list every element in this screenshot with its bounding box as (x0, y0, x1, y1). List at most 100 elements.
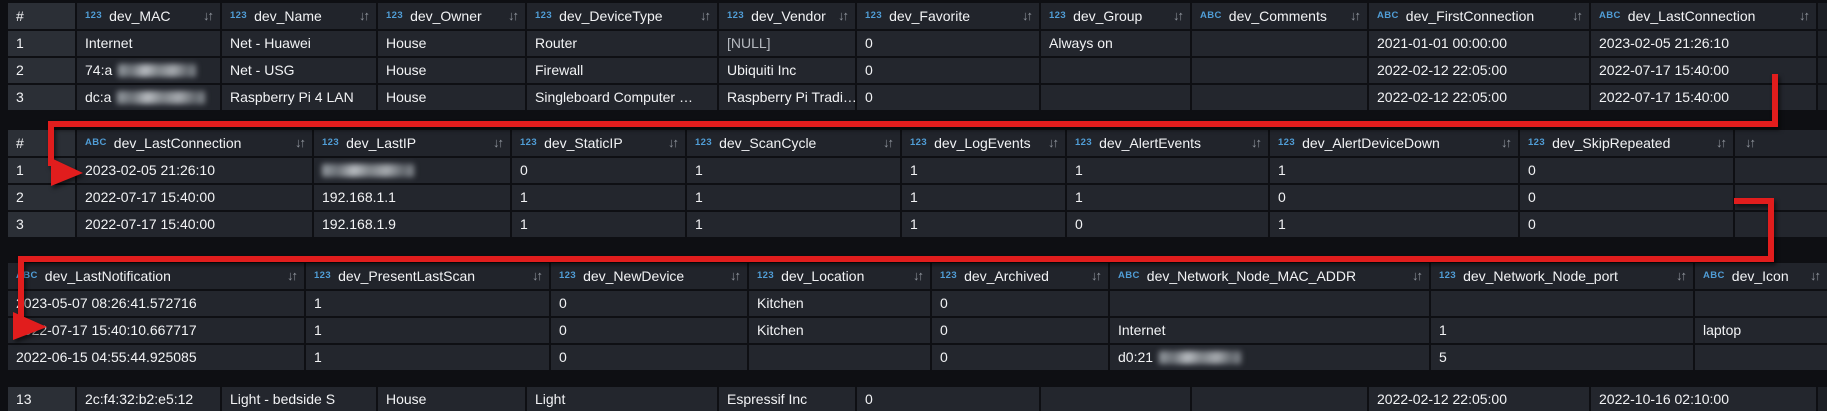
string-field-type-icon: ABC (85, 137, 107, 148)
column-header-label: dev_Favorite (889, 8, 970, 24)
numeric-field-type-icon: 123 (727, 10, 745, 21)
cell-text: Raspberry Pi Tradi… (727, 89, 855, 105)
column-header-dev_LastConnection[interactable]: ABC dev_LastConnection ↓↑ (1591, 3, 1816, 29)
cell-text: Internet (1118, 322, 1166, 338)
column-header-dev_LastConnection[interactable]: ABC dev_LastConnection ↓↑ (77, 130, 312, 156)
table-cell: 5 (1431, 345, 1693, 370)
table-cell: 1 (687, 158, 900, 183)
column-header-dev_Icon[interactable]: ABC dev_Icon ↓↑ (1695, 263, 1827, 289)
table-cell (1818, 58, 1827, 83)
table-cell: 0 (551, 318, 747, 343)
table-cell: Net - USG (222, 58, 376, 83)
cell-text: Kitchen (757, 322, 804, 338)
column-header-dev_LastNotification[interactable]: ABC dev_LastNotification ↓↑ (8, 263, 304, 289)
column-header-dev_AlertDeviceDown[interactable]: 123 dev_AlertDeviceDown ↓↑ (1270, 130, 1518, 156)
numeric-field-type-icon: 123 (1075, 137, 1093, 148)
cell-text: Ubiquiti Inc (727, 62, 797, 78)
table-cell: 2022-10-16 02:10:00 (1591, 387, 1816, 411)
cell-text: 1 (520, 189, 528, 205)
table-cell (1041, 387, 1190, 411)
table-cell: 2023-02-05 21:26:10 (77, 158, 312, 183)
table-cell: 2021-01-01 00:00:00 (1369, 31, 1589, 56)
table-cell: Firewall (527, 58, 717, 83)
numeric-field-type-icon: 123 (314, 270, 332, 281)
cell-text: 0 (520, 162, 528, 178)
numeric-field-type-icon: 123 (535, 10, 553, 21)
column-header-dev_Network_Node_MAC_ADDR[interactable]: ABC dev_Network_Node_MAC_ADDR ↓↑ (1110, 263, 1429, 289)
cell-text: 2021-01-01 00:00:00 (1377, 35, 1507, 51)
column-header-label: dev_Location (781, 268, 865, 284)
column-header-dev_Vendor[interactable]: 123 dev_Vendor ↓↑ (719, 3, 855, 29)
table-cell: 1 (306, 318, 549, 343)
cell-text: 2 (16, 62, 24, 78)
column-header-dev_NewDevice[interactable]: 123 dev_NewDevice ↓↑ (551, 263, 747, 289)
column-header-dev_Location[interactable]: 123 dev_Location ↓↑ (749, 263, 930, 289)
table-cell: 1 (1431, 318, 1693, 343)
cell-text: 0 (940, 295, 948, 311)
cell-text: Kitchen (757, 295, 804, 311)
table-cell: [NULL] (719, 31, 855, 56)
column-header-dev_AlertEvents[interactable]: 123 dev_AlertEvents ↓↑ (1067, 130, 1268, 156)
column-header-label: dev_AlertEvents (1099, 135, 1202, 151)
column-header-dev_StaticIP[interactable]: 123 dev_StaticIP ↓↑ (512, 130, 685, 156)
table-cell: 1 (512, 212, 685, 237)
cell-text: House (386, 89, 427, 105)
numeric-field-type-icon: 123 (757, 270, 775, 281)
column-header-dev_ScanCycle[interactable]: 123 dev_ScanCycle ↓↑ (687, 130, 900, 156)
cell-text: 1 (1278, 216, 1286, 232)
column-header-dev_Comments[interactable]: ABC dev_Comments ↓↑ (1192, 3, 1367, 29)
column-header-label: dev_ScanCycle (719, 135, 817, 151)
table-cell: 0 (551, 345, 747, 370)
string-field-type-icon: ABC (1118, 270, 1140, 281)
sort-icon: ↓↑ (508, 8, 519, 23)
table-cell (1041, 58, 1190, 83)
table-cell (1735, 212, 1827, 237)
numeric-field-type-icon: 123 (1049, 10, 1067, 21)
table-cell: 0 (857, 58, 1039, 83)
table-cell: Internet (1110, 318, 1429, 343)
table-cell: 2022-02-12 22:05:00 (1369, 85, 1589, 110)
column-header-dev_LogEvents[interactable]: 123 dev_LogEvents ↓↑ (902, 130, 1065, 156)
column-header-label: dev_FirstConnection (1405, 8, 1535, 24)
column-header-dev_Archived[interactable]: 123 dev_Archived ↓↑ (932, 263, 1108, 289)
numeric-field-type-icon: 123 (1439, 270, 1457, 281)
table-cell: 0 (1520, 185, 1733, 210)
column-header-dev_Owner[interactable]: 123 dev_Owner ↓↑ (378, 3, 525, 29)
numeric-field-type-icon: 123 (322, 137, 340, 148)
cell-text: 2022-07-17 15:40:00 (85, 189, 215, 205)
sort-icon: ↓↑ (1412, 268, 1423, 283)
table-cell: Light - bedside S (222, 387, 376, 411)
sort-icon: ↓↑ (1716, 135, 1727, 150)
column-header-dev_Name[interactable]: 123 dev_Name ↓↑ (222, 3, 376, 29)
column-header-dev_SkipRepeated[interactable]: 123 dev_SkipRepeated ↓↑ (1520, 130, 1733, 156)
column-header-dev_Network_Node_port[interactable]: 123 dev_Network_Node_port ↓↑ (1431, 263, 1693, 289)
column-header-dev_Group[interactable]: 123 dev_Group ↓↑ (1041, 3, 1190, 29)
sort-icon: ↓↑ (1350, 8, 1361, 23)
column-header-dev_FirstConnection[interactable]: ABC dev_FirstConnection ↓↑ (1369, 3, 1589, 29)
cell-text: 1 (695, 216, 703, 232)
cell-text: House (386, 62, 427, 78)
table-cell: 1 (902, 185, 1065, 210)
table-cell: Kitchen (749, 318, 930, 343)
column-header-dev_LastIP[interactable]: 123 dev_LastIP ↓↑ (314, 130, 510, 156)
table-cell: 192.168.1.9 (314, 212, 510, 237)
table-cell: 2022-07-17 15:40:00 (77, 185, 312, 210)
column-header-dev_MAC[interactable]: 123 dev_MAC ↓↑ (77, 3, 220, 29)
row-index-header-label: # (16, 135, 24, 151)
cell-text: 1 (910, 216, 918, 232)
numeric-field-type-icon: 123 (85, 10, 103, 21)
column-header-label: dev_Network_Node_MAC_ADDR (1146, 268, 1357, 284)
numeric-field-type-icon: 123 (695, 137, 713, 148)
cell-text: 74:a (85, 62, 113, 78)
table-cell: 0 (1270, 185, 1518, 210)
cell-text: Net - Huawei (230, 35, 311, 51)
column-header-dev_Favorite[interactable]: 123 dev_Favorite ↓↑ (857, 3, 1039, 29)
numeric-field-type-icon: 123 (940, 270, 958, 281)
table-cell (1818, 85, 1827, 110)
table-cell: 0 (1520, 212, 1733, 237)
table-cell: Raspberry Pi Tradi… (719, 85, 855, 110)
column-header-dev_DeviceType[interactable]: 123 dev_DeviceType ↓↑ (527, 3, 717, 29)
table-cell: 2022-07-17 15:40:10.667717 (8, 318, 304, 343)
column-header-cutoff[interactable]: ↓↑ (1735, 130, 1827, 156)
column-header-dev_PresentLastScan[interactable]: 123 dev_PresentLastScan ↓↑ (306, 263, 549, 289)
